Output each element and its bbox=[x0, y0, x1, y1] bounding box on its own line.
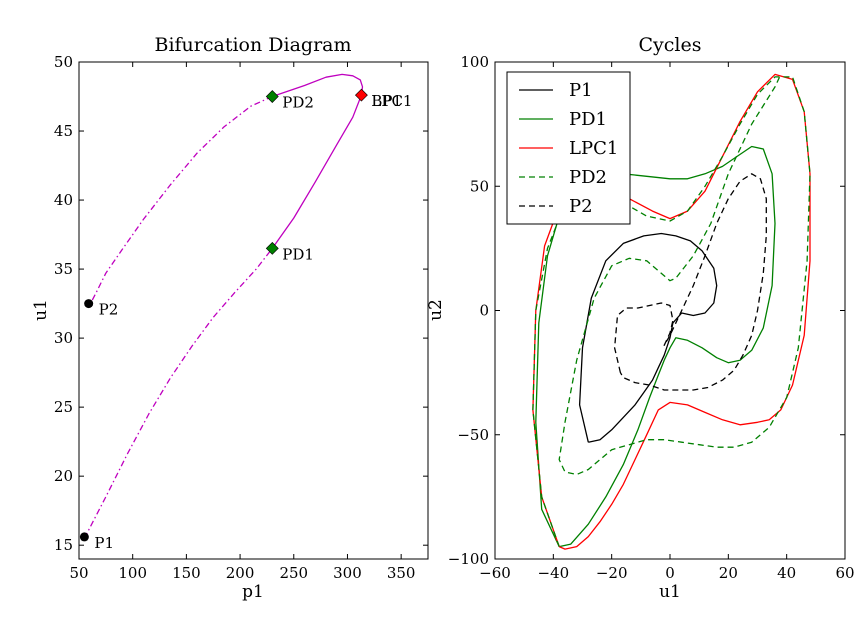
bifurcation-title: Bifurcation Diagram bbox=[154, 34, 351, 56]
cycles-axes-frame bbox=[494, 61, 846, 560]
bifurcation-panel: Bifurcation Diagram p1 u1 P1 P2 PD1 PD2 LPC1… bbox=[31, 34, 429, 602]
legend-label-p1: P1 bbox=[569, 80, 593, 101]
point-lpc1-marker bbox=[354, 88, 368, 102]
bifurcation-series-stable-branch bbox=[271, 73, 364, 249]
point-pd2-label: PD2 bbox=[282, 94, 314, 112]
bifurcation-xtick-label: 50 bbox=[69, 564, 88, 582]
bifurcation-ytick-label: 35 bbox=[54, 260, 73, 278]
cycles-xtick-label: −60 bbox=[479, 564, 511, 582]
bifurcation-ytick-label: 25 bbox=[54, 398, 73, 416]
bifurcation-xtick-label: 300 bbox=[333, 564, 362, 582]
point-p1-label: P1 bbox=[94, 534, 114, 552]
cycles-xtick-label: −20 bbox=[596, 564, 628, 582]
cycles-xtick-label: 0 bbox=[665, 564, 675, 582]
point-bp1-label: BP1 bbox=[371, 92, 402, 110]
cycles-panel: Cycles u1 u2 −60 −40 −20 0 20 40 60 −100 −50 0 50 1… bbox=[426, 34, 855, 602]
bifurcation-ticks: 50 100 150 200 250 300 350 15 20 25 30 35 40 45 50 bbox=[54, 53, 428, 582]
cycles-ytick-label: −100 bbox=[448, 550, 489, 568]
point-p1-marker bbox=[79, 532, 89, 542]
cycles-xtick-label: 60 bbox=[835, 564, 854, 582]
bifurcation-ylabel: u1 bbox=[31, 299, 51, 321]
cycles-xtick-label: 40 bbox=[777, 564, 796, 582]
bifurcation-xtick-label: 250 bbox=[279, 564, 308, 582]
cycles-series-p2 bbox=[613, 173, 767, 391]
cycles-series-pd2 bbox=[532, 74, 811, 547]
bifurcation-ytick-label: 15 bbox=[54, 536, 73, 554]
bifurcation-ytick-label: 40 bbox=[54, 191, 73, 209]
bifurcation-xtick-label: 100 bbox=[118, 564, 147, 582]
bifurcation-xtick-label: 200 bbox=[226, 564, 255, 582]
cycles-ytick-label: 50 bbox=[470, 177, 489, 195]
bifurcation-ytick-label: 30 bbox=[54, 329, 73, 347]
cycles-xtick-label: −40 bbox=[538, 564, 570, 582]
legend-label-lpc1: LPC1 bbox=[569, 138, 618, 159]
point-lpc1-label: LPC1 bbox=[371, 92, 412, 110]
cycles-series-p1 bbox=[578, 232, 718, 443]
bifurcation-series-unstable-branch-upper bbox=[89, 95, 273, 306]
bifurcation-xtick-label: 150 bbox=[172, 564, 201, 582]
point-p2-marker bbox=[84, 299, 94, 309]
bifurcation-xlabel: p1 bbox=[242, 582, 264, 602]
cycles-xtick-label: 20 bbox=[719, 564, 738, 582]
cycles-ylabel: u2 bbox=[426, 299, 446, 321]
legend-label-pd1: PD1 bbox=[569, 109, 607, 130]
cycles-legend: P1 PD1 LPC1 PD2 P2 bbox=[506, 71, 631, 225]
legend-label-pd2: PD2 bbox=[569, 167, 607, 188]
cycles-title: Cycles bbox=[639, 34, 702, 56]
bifurcation-ytick-label: 45 bbox=[54, 122, 73, 140]
point-pd2-marker bbox=[265, 90, 279, 103]
point-p2-label: P2 bbox=[99, 301, 119, 319]
cycles-ytick-label: −50 bbox=[457, 426, 489, 444]
bifurcation-xtick-label: 350 bbox=[387, 564, 416, 582]
bifurcation-ytick-label: 50 bbox=[54, 53, 73, 71]
bifurcation-ytick-label: 20 bbox=[54, 467, 73, 485]
bifurcation-axes-frame bbox=[78, 61, 429, 560]
bifurcation-curves bbox=[83, 73, 364, 539]
cycles-xlabel: u1 bbox=[659, 582, 681, 602]
cycles-ytick-label: 0 bbox=[479, 302, 489, 320]
cycles-ticks: −60 −40 −20 0 20 40 60 −100 −50 0 50 100 bbox=[448, 53, 855, 582]
legend-label-p2: P2 bbox=[569, 196, 593, 217]
point-pd1-marker bbox=[265, 241, 279, 255]
bifurcation-series-unstable-branch-lower bbox=[83, 248, 273, 539]
cycles-ytick-label: 100 bbox=[460, 53, 489, 71]
point-pd1-label: PD1 bbox=[282, 245, 314, 263]
